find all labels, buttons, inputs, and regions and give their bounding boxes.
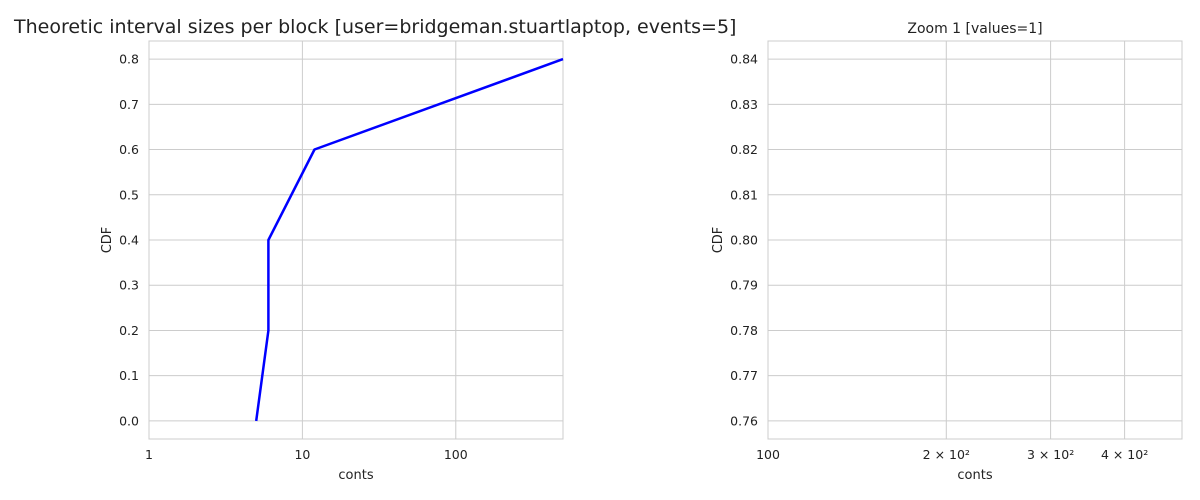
left-y-axis-label: CDF — [100, 227, 115, 254]
right-y-tick-label: 0.81 — [730, 187, 758, 202]
right-y-tick-label: 0.77 — [730, 368, 758, 383]
left-x-tick-label: 1 — [145, 447, 153, 462]
left-x-axis-label: conts — [338, 468, 373, 483]
right-y-tick-label: 0.84 — [730, 52, 758, 67]
left-y-tick-label: 0.2 — [119, 323, 139, 338]
right-plot-frame — [767, 40, 1183, 440]
left-cdf-line — [254, 57, 564, 422]
left-y-tick-label: 0.3 — [119, 278, 139, 293]
right-y-tick-label: 0.78 — [730, 323, 758, 338]
right-y-axis-label: CDF — [711, 227, 726, 254]
left-x-tick-label: 10 — [294, 447, 310, 462]
right-y-tick-label: 0.79 — [730, 278, 758, 293]
left-chart-title: Theoretic interval sizes per block [user… — [13, 16, 736, 38]
right-y-tick-label: 0.76 — [730, 413, 758, 428]
left-y-tick-label: 0.5 — [119, 187, 139, 202]
left-x-tick-label: 100 — [444, 447, 468, 462]
right-x-tick-label: 3 × 10² — [1027, 447, 1074, 462]
left-y-tick-label: 0.4 — [119, 233, 139, 248]
right-y-tick-label: 0.82 — [730, 142, 758, 157]
left-y-tick-label: 0.7 — [119, 97, 139, 112]
left-y-tick-label: 0.0 — [119, 413, 139, 428]
right-y-tick-label: 0.83 — [730, 97, 758, 112]
left-y-tick-label: 0.1 — [119, 368, 139, 383]
right-chart: 0.76 0.77 0.78 0.79 0.80 0.81 0.82 0.83 0.84 100 2… — [730, 40, 1183, 462]
left-plot-frame — [148, 40, 564, 440]
left-y-tick-label: 0.6 — [119, 142, 139, 157]
right-chart-title: Zoom 1 [values=1] — [907, 21, 1042, 37]
right-x-axis-label: conts — [957, 468, 992, 483]
right-x-tick-label: 4 × 10² — [1101, 447, 1148, 462]
left-chart: 0.0 0.1 0.2 0.3 0.4 0.5 0.6 0.7 0.8 1 10 100 — [119, 40, 564, 462]
right-x-tick-label: 100 — [756, 447, 780, 462]
left-y-tick-label: 0.8 — [119, 52, 139, 67]
right-y-tick-label: 0.80 — [730, 233, 758, 248]
right-x-tick-label: 2 × 10² — [923, 447, 970, 462]
